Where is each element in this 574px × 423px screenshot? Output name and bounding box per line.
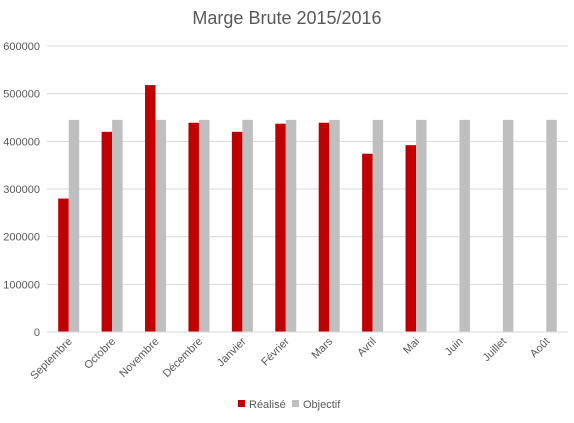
y-tick-label: 600000 [3, 41, 40, 53]
x-tick-label: Décembre [161, 336, 205, 380]
bar-objectif-4 [198, 119, 210, 332]
legend-swatch-objectif [292, 400, 299, 407]
y-tick-label: 0 [34, 327, 40, 339]
x-tick-label: Avril [355, 336, 378, 359]
bar-objectif-3 [155, 119, 167, 332]
x-tick-label: Juin [443, 336, 466, 359]
x-tick-label: Octobre [82, 336, 118, 372]
bar-realise-1 [58, 198, 69, 332]
x-tick-label: Mars [310, 335, 336, 361]
bar-objectif-12 [546, 119, 557, 332]
y-tick-label: 300000 [3, 184, 40, 196]
gridlines [47, 45, 568, 285]
bar-objectif-8 [372, 119, 384, 332]
bar-realise-3 [145, 85, 156, 332]
legend: Réalisé Objectif [238, 399, 341, 411]
bar-objectif-7 [329, 119, 340, 332]
y-axis-tick-labels: 0 100000 200000 300000 400000 500000 600000 [3, 41, 40, 339]
chart-title: Marge Brute 2015/2016 [192, 8, 381, 28]
bars [58, 85, 557, 333]
x-tick-label: Juillet [481, 336, 509, 364]
x-axis-tick-labels: Septembre Octobre Novembre Décembre Janvier F… [28, 335, 552, 382]
bar-realise-2 [101, 131, 113, 332]
y-tick-label: 400000 [3, 136, 40, 148]
x-tick-label: Février [259, 335, 292, 368]
x-tick-label: Novembre [117, 336, 161, 380]
bar-objectif-9 [416, 119, 427, 332]
x-tick-label: Septembre [28, 336, 75, 383]
bar-realise-5 [231, 131, 243, 332]
bar-objectif-1 [68, 119, 80, 332]
legend-label-objectif: Objectif [303, 399, 341, 411]
bar-objectif-5 [242, 119, 253, 332]
bar-realise-7 [318, 122, 330, 332]
legend-label-realise: Réalisé [249, 399, 286, 411]
x-tick-label: Janvier [215, 335, 249, 369]
y-tick-label: 200000 [3, 232, 40, 244]
x-tick-label: Mai [401, 336, 422, 357]
bar-objectif-6 [285, 119, 297, 332]
bar-realise-9 [405, 145, 417, 332]
legend-swatch-realise [238, 400, 245, 407]
y-tick-label: 500000 [3, 89, 40, 101]
bar-objectif-11 [502, 119, 514, 332]
bar-realise-4 [188, 122, 199, 332]
y-tick-label: 100000 [3, 279, 40, 291]
bar-realise-6 [275, 123, 286, 333]
x-tick-label: Août [528, 336, 552, 360]
bar-objectif-10 [459, 119, 470, 332]
bar-realise-8 [362, 153, 373, 332]
bar-objectif-2 [112, 119, 123, 332]
